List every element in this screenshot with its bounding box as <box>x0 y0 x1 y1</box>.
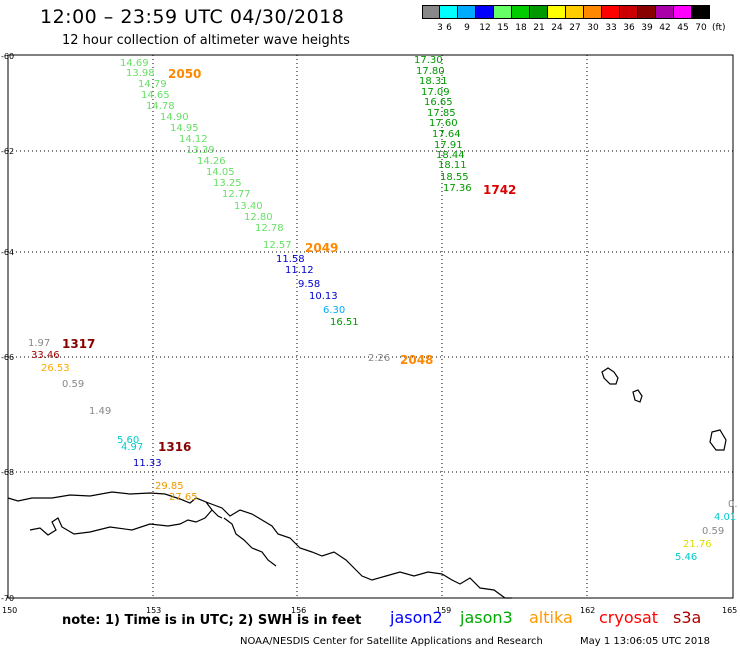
map-panel <box>0 0 740 650</box>
wave-height-value: 17.64 <box>432 130 461 140</box>
wave-height-value: 17.60 <box>429 119 458 129</box>
wave-height-value: 17.30 <box>414 56 443 66</box>
pass-time-label: 1316 <box>158 441 191 453</box>
wave-height-value: 12.78 <box>255 224 284 234</box>
lon-label: 165 <box>722 606 737 615</box>
wave-height-value: 11.58 <box>276 255 305 265</box>
wave-height-value: 13.40 <box>234 202 263 212</box>
footnote: note: 1) Time is in UTC; 2) SWH is in fe… <box>62 613 361 628</box>
antarctic-coastline <box>8 492 512 598</box>
wave-height-value: 13.39 <box>186 146 215 156</box>
lat-label: -66 <box>1 353 14 362</box>
pass-time-label: 2048 <box>400 354 433 366</box>
island-2 <box>633 390 642 402</box>
lat-label: -60 <box>1 52 14 61</box>
lat-label: -64 <box>1 248 14 257</box>
wave-height-value: 18.11 <box>438 161 467 171</box>
wave-height-value: 11.12 <box>285 266 314 276</box>
wave-height-value: 29.85 <box>155 482 184 492</box>
wave-height-value: 13.25 <box>213 179 242 189</box>
wave-height-value: 14.90 <box>160 113 189 123</box>
generated-time: May 1 13:06:05 UTC 2018 <box>580 636 710 647</box>
wave-height-value: 1.49 <box>89 407 111 417</box>
wave-height-value: 18.55 <box>440 173 469 183</box>
lon-label: 150 <box>2 606 17 615</box>
legend-cryosat: cryosat <box>599 608 658 627</box>
wave-height-value: 11.33 <box>133 459 162 469</box>
wave-height-value: 21.76 <box>683 540 712 550</box>
coastline-inlet <box>212 510 276 566</box>
wave-height-value: 12.80 <box>244 213 273 223</box>
legend-jason3: jason3 <box>460 608 513 627</box>
wave-height-value: 4.01 <box>714 513 736 523</box>
wave-height-value: 33.46 <box>31 351 60 361</box>
wave-height-value: 14.12 <box>179 135 208 145</box>
wave-height-value: 10.13 <box>309 292 338 302</box>
credit-line: NOAA/NESDIS Center for Satellite Applica… <box>240 636 543 647</box>
wave-height-value: 13.98 <box>126 69 155 79</box>
wave-height-value: 17.36 <box>443 184 472 194</box>
wave-height-value: 27.65 <box>169 493 198 503</box>
pass-time-label: 2049 <box>305 242 338 254</box>
wave-height-value: 0. <box>728 500 738 510</box>
pass-time-label: 2050 <box>168 68 201 80</box>
legend-jason2: jason2 <box>390 608 443 627</box>
lat-label: -68 <box>1 468 14 477</box>
wave-height-value: 14.65 <box>141 91 170 101</box>
lon-label: 162 <box>580 606 595 615</box>
lat-label: -70 <box>1 594 14 603</box>
map-frame <box>8 55 733 598</box>
wave-height-value: 16.65 <box>424 98 453 108</box>
wave-height-value: 5.46 <box>675 553 697 563</box>
pass-time-label: 1317 <box>62 338 95 350</box>
wave-height-value: 4.97 <box>121 443 143 453</box>
legend-s3a: s3a <box>673 608 701 627</box>
island-3 <box>710 430 726 450</box>
wave-height-value: 26.53 <box>41 364 70 374</box>
wave-height-value: 12.77 <box>222 190 251 200</box>
wave-height-value: 18.31 <box>419 77 448 87</box>
wave-height-value: 1.97 <box>28 339 50 349</box>
wave-height-value: 9.58 <box>298 280 320 290</box>
wave-height-value: 0.59 <box>702 527 724 537</box>
legend-altika: altika <box>529 608 573 627</box>
wave-height-value: 6.30 <box>323 306 345 316</box>
lat-label: -62 <box>1 147 14 156</box>
island-1 <box>602 368 618 384</box>
pass-time-label: 1742 <box>483 184 516 196</box>
wave-height-value: 14.26 <box>197 157 226 167</box>
wave-height-value: 14.95 <box>170 124 199 134</box>
wave-height-value: 2.26 <box>368 354 390 364</box>
wave-height-value: 14.78 <box>146 102 175 112</box>
lat-grid <box>8 151 733 472</box>
wave-height-value: 14.05 <box>206 168 235 178</box>
wave-height-value: 0.59 <box>62 380 84 390</box>
wave-height-value: 16.51 <box>330 318 359 328</box>
wave-height-value: 14.79 <box>138 80 167 90</box>
wave-height-value: 12.57 <box>263 241 292 251</box>
